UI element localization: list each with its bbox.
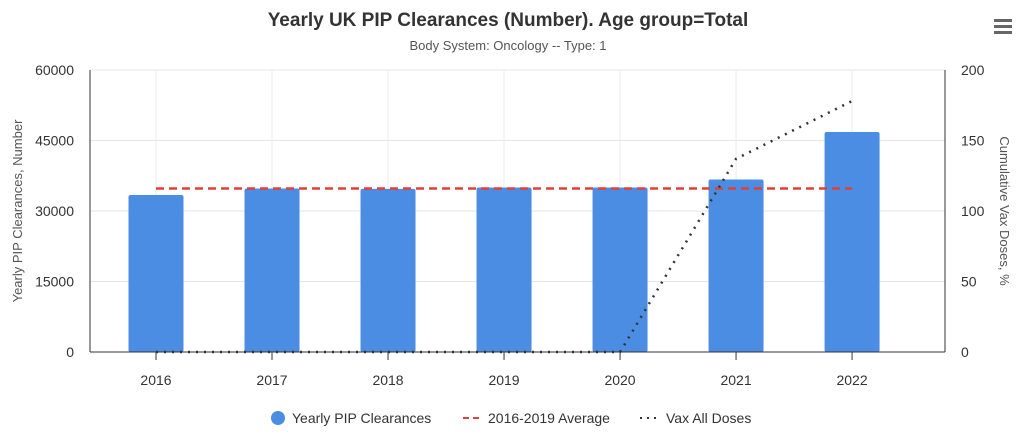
y2-tick-label: 0	[961, 344, 969, 360]
legend: Yearly PIP Clearances 2016-2019 Average …	[271, 410, 751, 426]
y2-tick-label: 200	[961, 62, 985, 78]
x-tick-label: 2022	[836, 372, 867, 388]
y-axis-label: Yearly PIP Clearances, Number	[10, 119, 25, 302]
bar-2019[interactable]	[476, 187, 532, 353]
legend-item-clearances[interactable]: Yearly PIP Clearances	[292, 410, 431, 426]
bar-2021[interactable]	[708, 179, 764, 352]
y-tick-label: 30000	[35, 203, 74, 219]
y2-axis-label: Cumulative Vax Doses, %	[997, 136, 1012, 286]
y2-tick-label: 150	[961, 133, 985, 149]
y-tick-label: 0	[66, 344, 74, 360]
vax-line	[156, 99, 853, 354]
chart-title: Yearly UK PIP Clearances (Number). Age g…	[268, 10, 749, 31]
x-tick-label: 2017	[256, 372, 287, 388]
y-tick-label: 15000	[35, 274, 74, 290]
bar-2017[interactable]	[244, 188, 300, 352]
legend-item-average[interactable]: 2016-2019 Average	[488, 410, 610, 426]
legend-item-vax[interactable]: Vax All Doses	[666, 410, 751, 426]
bar-2020[interactable]	[592, 187, 648, 353]
hamburger-menu-icon[interactable]	[994, 19, 1012, 34]
y2-tick-label: 50	[961, 274, 977, 290]
x-tick-label: 2016	[140, 372, 171, 388]
x-tick-label: 2018	[372, 372, 403, 388]
y2-tick-label: 100	[961, 203, 985, 219]
y-tick-label: 60000	[35, 62, 74, 78]
y-tick-label: 45000	[35, 133, 74, 149]
x-tick-label: 2020	[604, 372, 635, 388]
x-tick-label: 2021	[720, 372, 751, 388]
chart-subtitle: Body System: Oncology -- Type: 1	[409, 38, 606, 53]
x-tick-label: 2019	[488, 372, 519, 388]
bar-2018[interactable]	[360, 188, 416, 352]
bar-2016[interactable]	[128, 195, 184, 352]
legend-bar-marker	[271, 411, 285, 425]
bar-2022[interactable]	[824, 132, 880, 352]
